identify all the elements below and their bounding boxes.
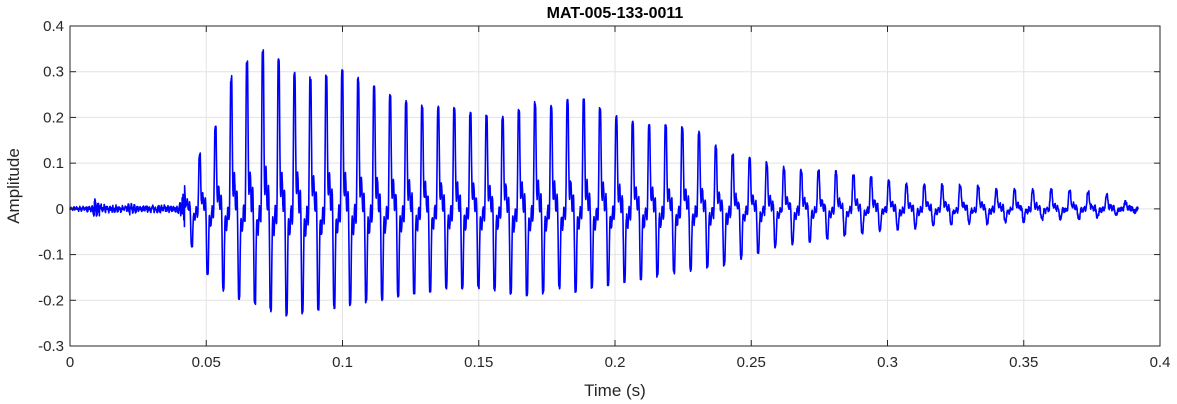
signal-line bbox=[69, 49, 1139, 317]
y-tick-label: 0 bbox=[56, 201, 64, 218]
x-tick-label: 0.3 bbox=[877, 354, 898, 371]
x-tick-label: 0.15 bbox=[464, 354, 493, 371]
x-tick-label: 0.25 bbox=[737, 354, 766, 371]
chart-title: MAT-005-133-0011 bbox=[547, 5, 684, 22]
y-tick-label: 0.2 bbox=[43, 109, 64, 126]
x-tick-label: 0.4 bbox=[1150, 354, 1171, 371]
x-tick-label: 0.1 bbox=[332, 354, 353, 371]
x-tick-label: 0 bbox=[66, 354, 74, 371]
x-axis-label: Time (s) bbox=[584, 381, 646, 400]
y-tick-label: 0.3 bbox=[43, 64, 64, 81]
y-axis-label: Amplitude bbox=[4, 148, 23, 224]
y-tick-label: -0.3 bbox=[38, 338, 64, 355]
x-tick-label: 0.05 bbox=[192, 354, 221, 371]
y-tick-label: 0.1 bbox=[43, 155, 64, 172]
y-tick-label: 0.4 bbox=[43, 18, 64, 35]
x-tick-labels: 0 0.05 0.1 0.15 0.2 0.25 0.3 0.35 0.4 bbox=[66, 354, 1171, 371]
x-tick-label: 0.2 bbox=[605, 354, 626, 371]
y-tick-label: -0.1 bbox=[38, 247, 64, 264]
axis-ticks bbox=[69, 25, 1161, 347]
y-tick-labels: -0.3 -0.2 -0.1 0 0.1 0.2 0.3 0.4 bbox=[38, 18, 64, 355]
x-tick-label: 0.35 bbox=[1009, 354, 1038, 371]
y-tick-label: -0.2 bbox=[38, 292, 64, 309]
